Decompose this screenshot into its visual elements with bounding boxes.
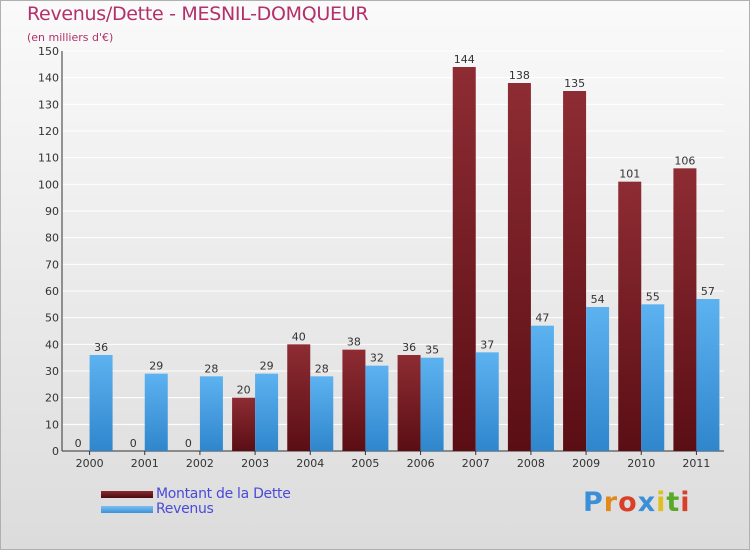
bar-revenus-2009 <box>586 307 610 451</box>
x-tick-label-2010: 2010 <box>627 457 655 470</box>
data-label-debt-2009: 135 <box>564 77 585 90</box>
y-tick-label-80: 80 <box>45 232 59 245</box>
y-tick-label-30: 30 <box>45 365 59 378</box>
x-tick-label-2003: 2003 <box>241 457 269 470</box>
x-tick-label-2008: 2008 <box>517 457 545 470</box>
data-label-revenus-2010: 55 <box>646 290 660 303</box>
bar-debt-2009 <box>563 91 587 451</box>
x-tick-label-2002: 2002 <box>186 457 214 470</box>
bar-revenus-2000 <box>89 355 113 451</box>
proxiti-logo: Proxiti <box>583 487 691 518</box>
y-tick-label-60: 60 <box>45 285 59 298</box>
logo-letter-4: i <box>656 487 667 518</box>
x-tick-label-2011: 2011 <box>682 457 710 470</box>
bar-revenus-2004 <box>310 376 334 451</box>
logo-letter-2: o <box>618 487 638 518</box>
chart-subtitle: (en milliers d'€) <box>27 31 114 44</box>
legend-label-debt: Montant de la Dette <box>156 486 291 502</box>
y-tick-label-150: 150 <box>38 45 59 58</box>
bar-debt-2007 <box>452 67 476 451</box>
data-label-revenus-2000: 36 <box>94 341 108 354</box>
data-label-revenus-2005: 32 <box>370 352 384 365</box>
data-label-debt-2010: 101 <box>619 168 640 181</box>
bar-debt-2004 <box>287 344 311 451</box>
data-label-revenus-2004: 28 <box>315 362 329 375</box>
bar-revenus-2003 <box>255 373 279 451</box>
data-label-debt-2000: 0 <box>75 437 82 450</box>
y-tick-label-50: 50 <box>45 312 59 325</box>
legend-label-revenus: Revenus <box>156 501 214 517</box>
data-label-revenus-2008: 47 <box>535 312 549 325</box>
data-label-debt-2006: 36 <box>402 341 416 354</box>
data-label-revenus-2001: 29 <box>149 360 163 373</box>
data-label-debt-2007: 144 <box>454 53 475 66</box>
y-tick-label-40: 40 <box>45 338 59 351</box>
data-label-revenus-2006: 35 <box>425 344 439 357</box>
y-tick-label-100: 100 <box>38 178 59 191</box>
bar-debt-2010 <box>618 181 642 451</box>
data-label-debt-2005: 38 <box>347 336 361 349</box>
y-tick-label-90: 90 <box>45 205 59 218</box>
legend-swatch-revenus <box>101 506 153 513</box>
y-tick-label-10: 10 <box>45 418 59 431</box>
bar-debt-2003 <box>232 397 256 451</box>
x-tick-label-2005: 2005 <box>351 457 379 470</box>
logo-letter-6: i <box>680 487 691 518</box>
y-tick-label-110: 110 <box>38 152 59 165</box>
x-tick-label-2007: 2007 <box>462 457 490 470</box>
logo-letter-5: t <box>666 487 681 518</box>
bar-revenus-2007 <box>475 352 499 451</box>
y-tick-label-140: 140 <box>38 72 59 85</box>
x-tick-label-2004: 2004 <box>296 457 324 470</box>
x-tick-label-2009: 2009 <box>572 457 600 470</box>
data-label-debt-2008: 138 <box>509 69 530 82</box>
bar-revenus-2002 <box>199 376 223 451</box>
bar-revenus-2011 <box>696 299 720 451</box>
data-label-debt-2011: 106 <box>674 154 695 167</box>
bar-debt-2011 <box>673 168 697 452</box>
x-tick-label-2006: 2006 <box>407 457 435 470</box>
y-tick-label-120: 120 <box>38 125 59 138</box>
data-label-revenus-2003: 29 <box>260 360 274 373</box>
logo-letter-3: x <box>637 487 657 518</box>
bar-revenus-2010 <box>641 304 665 451</box>
data-label-revenus-2011: 57 <box>701 285 715 298</box>
data-label-debt-2004: 40 <box>292 330 306 343</box>
data-label-revenus-2002: 28 <box>204 362 218 375</box>
logo-letter-1: r <box>603 487 619 518</box>
bar-revenus-2006 <box>420 357 444 451</box>
data-label-revenus-2007: 37 <box>480 338 494 351</box>
x-tick-label-2000: 2000 <box>76 457 104 470</box>
y-tick-label-130: 130 <box>38 98 59 111</box>
legend-swatch-debt <box>101 491 153 498</box>
data-label-debt-2003: 20 <box>237 384 251 397</box>
x-tick-label-2001: 2001 <box>131 457 159 470</box>
chart-title: Revenus/Dette - MESNIL-DOMQUEUR <box>27 3 369 25</box>
bar-revenus-2001 <box>144 373 168 451</box>
y-tick-label-0: 0 <box>52 445 59 458</box>
data-label-debt-2002: 0 <box>185 437 192 450</box>
logo-letter-0: P <box>583 487 604 518</box>
data-label-debt-2001: 0 <box>130 437 137 450</box>
y-tick-label-20: 20 <box>45 392 59 405</box>
bar-debt-2008 <box>507 83 531 451</box>
bar-revenus-2005 <box>365 365 389 451</box>
bar-revenus-2008 <box>530 325 554 451</box>
y-tick-label-70: 70 <box>45 258 59 271</box>
bar-debt-2005 <box>342 349 366 451</box>
bar-debt-2006 <box>397 355 421 451</box>
data-label-revenus-2009: 54 <box>591 293 605 306</box>
